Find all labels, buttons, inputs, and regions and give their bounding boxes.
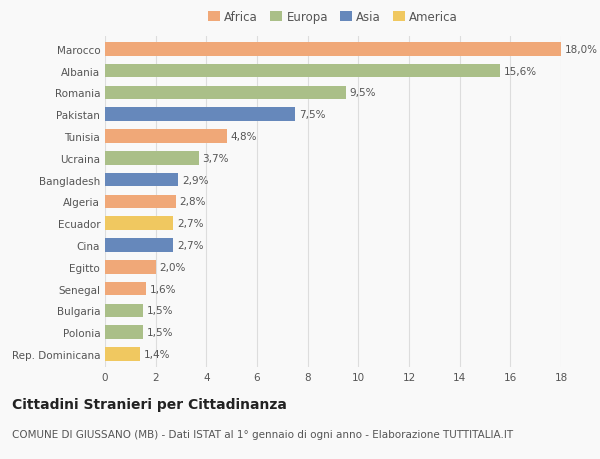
Text: 4,8%: 4,8% <box>230 132 257 142</box>
Bar <box>105 86 346 100</box>
Bar <box>105 108 295 122</box>
Text: 15,6%: 15,6% <box>504 67 537 77</box>
Bar <box>105 195 176 209</box>
Text: 2,8%: 2,8% <box>180 197 206 207</box>
Bar <box>105 347 140 361</box>
Text: 18,0%: 18,0% <box>565 45 598 55</box>
Text: 1,6%: 1,6% <box>149 284 176 294</box>
Text: 7,5%: 7,5% <box>299 110 325 120</box>
Text: 1,5%: 1,5% <box>147 306 173 316</box>
Text: 2,7%: 2,7% <box>177 218 204 229</box>
Bar <box>105 174 178 187</box>
Bar <box>105 282 146 296</box>
Legend: Africa, Europa, Asia, America: Africa, Europa, Asia, America <box>208 11 458 24</box>
Text: Cittadini Stranieri per Cittadinanza: Cittadini Stranieri per Cittadinanza <box>12 397 287 411</box>
Bar <box>105 304 143 318</box>
Text: 2,0%: 2,0% <box>160 262 186 272</box>
Text: 3,7%: 3,7% <box>203 153 229 163</box>
Text: 2,7%: 2,7% <box>177 241 204 251</box>
Text: 1,4%: 1,4% <box>144 349 171 359</box>
Bar <box>105 217 173 230</box>
Bar <box>105 130 227 144</box>
Bar <box>105 260 155 274</box>
Text: 1,5%: 1,5% <box>147 327 173 337</box>
Bar <box>105 326 143 339</box>
Text: COMUNE DI GIUSSANO (MB) - Dati ISTAT al 1° gennaio di ogni anno - Elaborazione T: COMUNE DI GIUSSANO (MB) - Dati ISTAT al … <box>12 429 513 439</box>
Bar <box>105 152 199 165</box>
Bar <box>105 239 173 252</box>
Text: 9,5%: 9,5% <box>349 88 376 98</box>
Bar <box>105 43 561 56</box>
Text: 2,9%: 2,9% <box>182 175 209 185</box>
Bar <box>105 65 500 78</box>
